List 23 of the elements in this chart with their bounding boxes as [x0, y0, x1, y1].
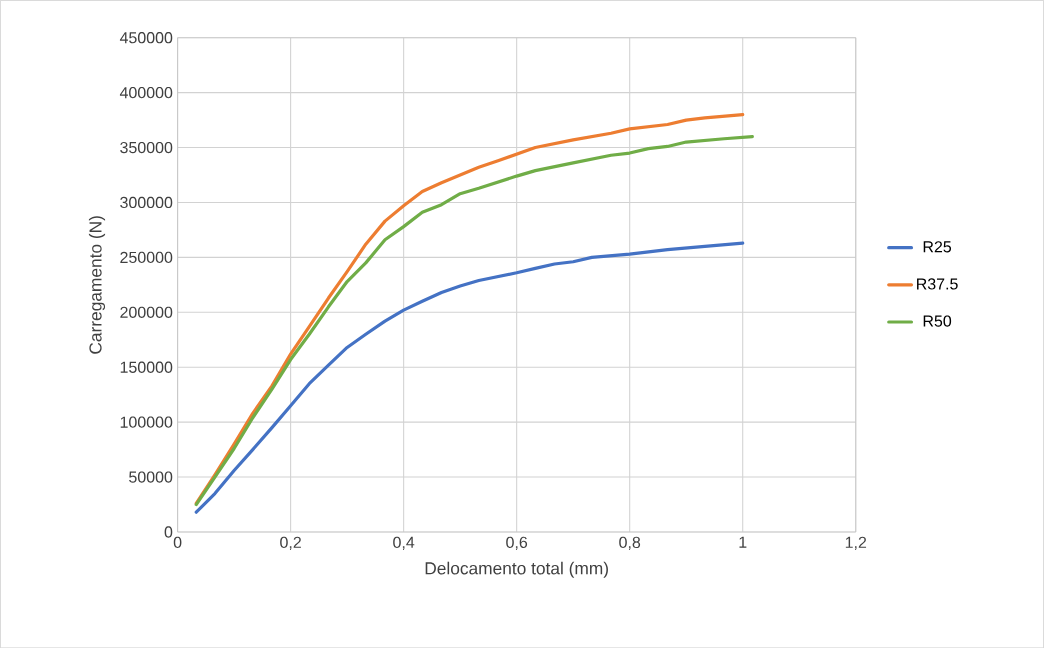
y-tick-label: 450000: [119, 31, 173, 44]
x-tick-label: 0,8: [619, 536, 641, 550]
y-tick-label: 300000: [120, 196, 173, 208]
x-tick-label: 0,2: [280, 536, 301, 550]
x-axis-title: Delocamento total (mm): [425, 561, 608, 578]
y-tick-label: 350000: [120, 141, 173, 154]
y-axis-title: Carregamento (N): [88, 216, 106, 354]
legend-label: R50: [923, 315, 952, 327]
x-tick-label: 1,2: [845, 536, 867, 550]
x-tick-label: 0: [173, 536, 182, 548]
line-series: [194, 241, 745, 514]
y-tick-label: 50000: [129, 471, 173, 483]
y-tick-label: 150000: [120, 361, 173, 373]
legend-label: R37.5: [917, 278, 958, 290]
y-tick-label: 250000: [120, 251, 173, 263]
y-tick-label: 100000: [120, 416, 173, 428]
x-tick-label: 0,4: [393, 536, 415, 550]
legend-label: R25: [923, 240, 952, 253]
y-tick-label: 200000: [120, 306, 173, 318]
y-tick-label: 0: [164, 526, 173, 538]
x-tick-label: 0,6: [506, 536, 528, 550]
x-tick-label: 1: [739, 536, 747, 548]
y-tick-label: 400000: [119, 86, 173, 99]
